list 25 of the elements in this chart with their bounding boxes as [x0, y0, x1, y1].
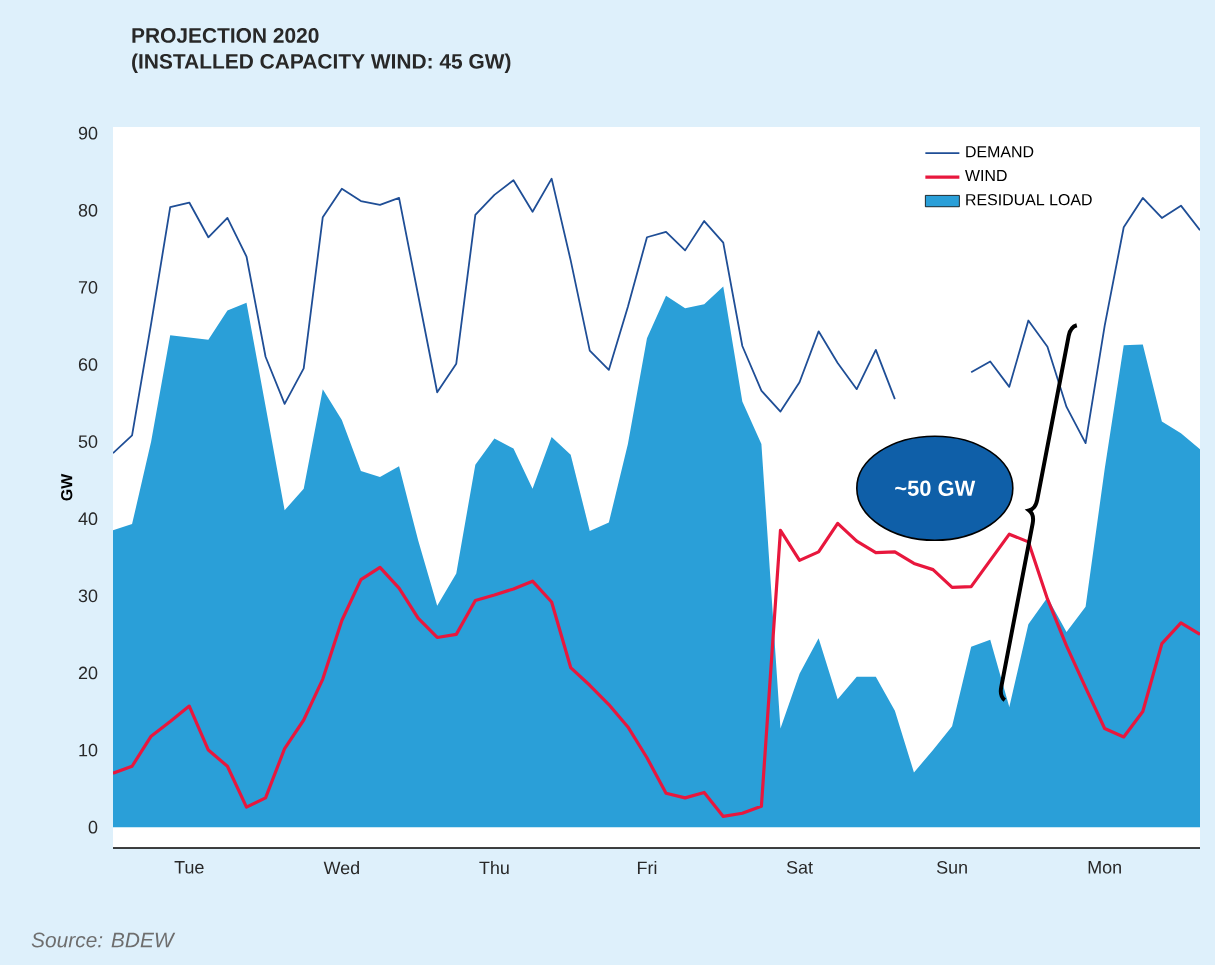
x-tick-label: Sat: [786, 861, 813, 874]
y-tick-label: 70: [78, 281, 98, 294]
annotation: ~50 GW: [895, 480, 976, 496]
y-tick-label: 90: [78, 126, 98, 140]
x-tick-label: Sun: [936, 861, 967, 874]
y-tick-label: 80: [78, 203, 98, 217]
source-note: Source: BDEW: [31, 932, 176, 948]
y-tick-label: 60: [78, 358, 98, 371]
legend-label: DEMAND: [966, 146, 1034, 158]
x-tick-label: Tue: [174, 861, 204, 874]
chart-subtitle: (INSTALLED CAPACITY WIND: 45 GW): [132, 53, 511, 73]
y-tick-label: 0: [88, 820, 98, 834]
x-tick-label: Fri: [637, 861, 657, 875]
legend-label: WIND: [965, 170, 1007, 182]
x-tick-label: Wed: [323, 861, 359, 875]
x-tick-label: Thu: [479, 861, 509, 875]
y-tick-label: 20: [78, 666, 98, 680]
y-axis-title: GW: [61, 473, 73, 501]
chart-title: PROJECTION 2020: [132, 28, 319, 43]
y-tick-label: 10: [79, 743, 98, 757]
x-tick-label: Mon: [1088, 861, 1121, 874]
y-tick-label: 30: [78, 589, 98, 603]
y-tick-label: 50: [78, 435, 98, 448]
legend-label: RESIDUAL LOAD: [966, 194, 1092, 206]
y-tick-label: 40: [78, 512, 98, 526]
